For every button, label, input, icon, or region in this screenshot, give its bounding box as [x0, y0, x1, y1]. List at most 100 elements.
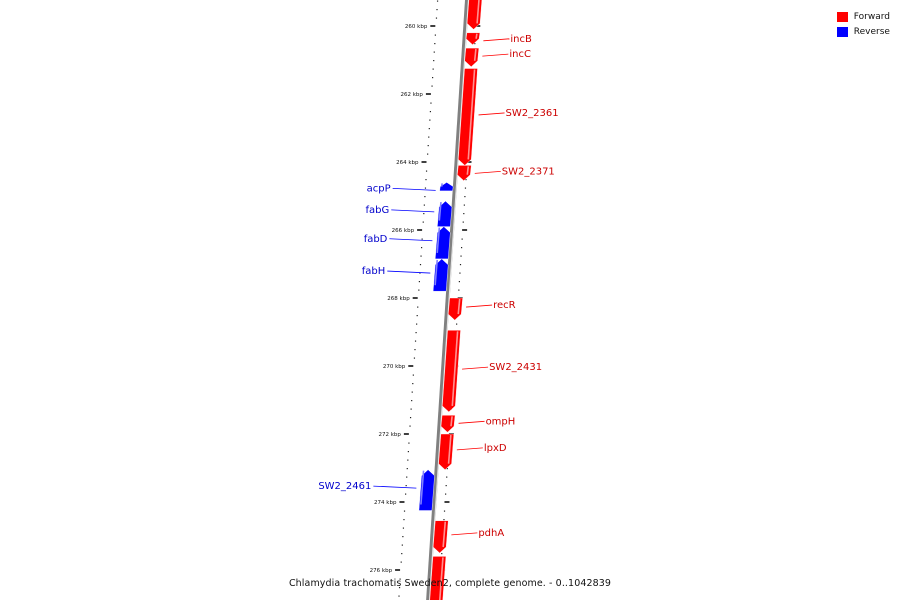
gene-leader-line	[462, 366, 489, 370]
gene-sheen	[420, 470, 425, 505]
minor-tick	[412, 374, 414, 376]
tick-label: 272 kbp	[378, 432, 401, 438]
gene-label-acpp[interactable]: acpP	[367, 183, 391, 194]
minor-tick	[474, 43, 476, 45]
minor-tick	[415, 332, 417, 334]
gene-label-lpxd[interactable]: lpxD	[484, 443, 507, 454]
minor-tick	[416, 323, 418, 325]
minor-tick	[428, 136, 430, 138]
forward-gene[interactable]	[438, 433, 455, 470]
minor-tick	[406, 468, 408, 470]
gene-label-pdha[interactable]: pdhA	[478, 528, 504, 539]
gene-sheen	[450, 416, 453, 427]
minor-tick	[401, 544, 403, 546]
gene-label-fabh[interactable]: fabH	[362, 266, 386, 277]
tick-label: 274 kbp	[374, 500, 397, 506]
gene-sheen	[466, 166, 470, 175]
gene-sheen	[438, 557, 444, 600]
legend-item-forward: Forward	[836, 9, 890, 24]
minor-tick	[419, 272, 421, 274]
gene-leader-line	[392, 188, 436, 191]
gene-label-sw2_2431[interactable]: SW2_2431	[489, 362, 542, 373]
minor-tick	[434, 43, 436, 45]
minor-tick	[413, 357, 416, 359]
minor-tick	[433, 60, 435, 62]
gene-label-incc[interactable]: incC	[509, 49, 531, 60]
gene-leader-line	[387, 270, 431, 274]
gene-label-recr[interactable]: recR	[493, 300, 516, 311]
backbone	[426, 0, 470, 600]
gene-labels: incB incC SW2_2361 SW2_2371 acpP fabG fabD fabH…	[318, 34, 558, 539]
forward-gene[interactable]	[466, 0, 483, 30]
major-tick-left	[425, 93, 431, 95]
minor-tick	[402, 536, 404, 538]
gene-sheen	[457, 298, 461, 315]
gene-leader-line	[474, 171, 501, 174]
gene-label-sw2_2361[interactable]: SW2_2361	[506, 108, 559, 119]
minor-tick	[429, 119, 431, 121]
minor-tick	[425, 170, 428, 172]
gene-leader-line	[391, 209, 435, 213]
forward-gene[interactable]	[440, 415, 456, 433]
minor-tick	[407, 451, 409, 453]
minor-tick	[407, 459, 409, 461]
forward-gene[interactable]	[465, 32, 481, 45]
minor-tick	[459, 264, 462, 266]
minor-tick	[414, 340, 417, 342]
minor-tick	[461, 238, 463, 240]
minor-tick	[460, 255, 462, 257]
minor-tick	[424, 196, 426, 198]
minor-tick	[402, 527, 405, 529]
gene-sheen	[475, 33, 478, 39]
major-tick-left	[430, 25, 436, 27]
gene-sheen	[451, 331, 459, 406]
gene-sheen	[442, 521, 447, 548]
minor-tick	[464, 196, 466, 198]
gene-sheen	[476, 0, 480, 24]
gene-sheen	[467, 69, 476, 160]
minor-tick	[409, 417, 412, 419]
gene-label-fabd[interactable]: fabD	[364, 234, 388, 245]
legend-item-reverse: Reverse	[836, 24, 890, 39]
genome-caption: Chlamydia trachomatis Sweden2, complete …	[288, 578, 612, 589]
minor-tick	[412, 383, 414, 385]
minor-tick	[408, 442, 410, 444]
minor-tick	[409, 425, 411, 427]
gene-label-sw2_2371[interactable]: SW2_2371	[502, 166, 555, 177]
gene-leader-line	[389, 238, 433, 242]
gene-label-fabg[interactable]: fabG	[366, 205, 390, 216]
tick-label: 264 kbp	[396, 160, 419, 166]
tick-label: 262 kbp	[400, 92, 423, 98]
minor-tick	[435, 17, 438, 19]
major-tick-left	[403, 433, 409, 435]
minor-tick	[427, 145, 429, 147]
legend: Forward Reverse	[836, 9, 890, 39]
minor-tick	[403, 519, 405, 521]
backbone-highlight	[429, 0, 470, 600]
tick-label: 276 kbp	[370, 568, 393, 574]
gene-label-incb[interactable]: incB	[510, 34, 532, 45]
minor-tick	[434, 34, 436, 36]
gene-label-omph[interactable]: ompH	[486, 416, 516, 427]
gene-label-sw2_2461[interactable]: SW2_2461	[318, 481, 371, 492]
minor-tick	[398, 587, 401, 589]
minor-tick	[432, 77, 434, 79]
gene-leader-line	[478, 112, 505, 116]
minor-tick	[456, 323, 458, 325]
minor-tick	[445, 485, 447, 487]
forward-gene[interactable]	[448, 297, 463, 321]
gene-leader-line	[373, 485, 417, 489]
forward-gene[interactable]	[464, 47, 480, 68]
minor-tick	[436, 0, 439, 2]
major-tick-left	[408, 365, 414, 367]
minor-tick	[422, 221, 424, 223]
minor-tick	[414, 349, 416, 351]
forward-gene[interactable]	[432, 520, 449, 554]
legend-label-forward: Forward	[853, 11, 890, 22]
gene-sheen	[436, 227, 441, 253]
major-tick-left	[421, 161, 427, 163]
forward-gene[interactable]	[457, 165, 472, 181]
major-tick-left	[395, 569, 401, 571]
minor-tick	[405, 485, 407, 487]
gene-leader-line	[483, 38, 510, 42]
